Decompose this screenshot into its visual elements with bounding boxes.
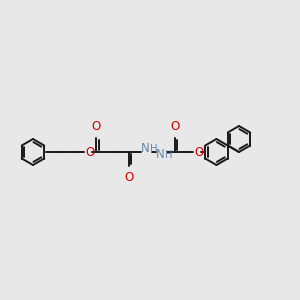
- Text: N: N: [141, 142, 149, 155]
- Text: O: O: [124, 171, 134, 184]
- Text: N: N: [156, 148, 165, 161]
- Text: O: O: [194, 146, 204, 158]
- Text: H: H: [165, 150, 172, 160]
- Text: O: O: [92, 120, 101, 133]
- Text: O: O: [170, 120, 179, 133]
- Text: H: H: [150, 144, 157, 154]
- Text: O: O: [85, 146, 95, 158]
